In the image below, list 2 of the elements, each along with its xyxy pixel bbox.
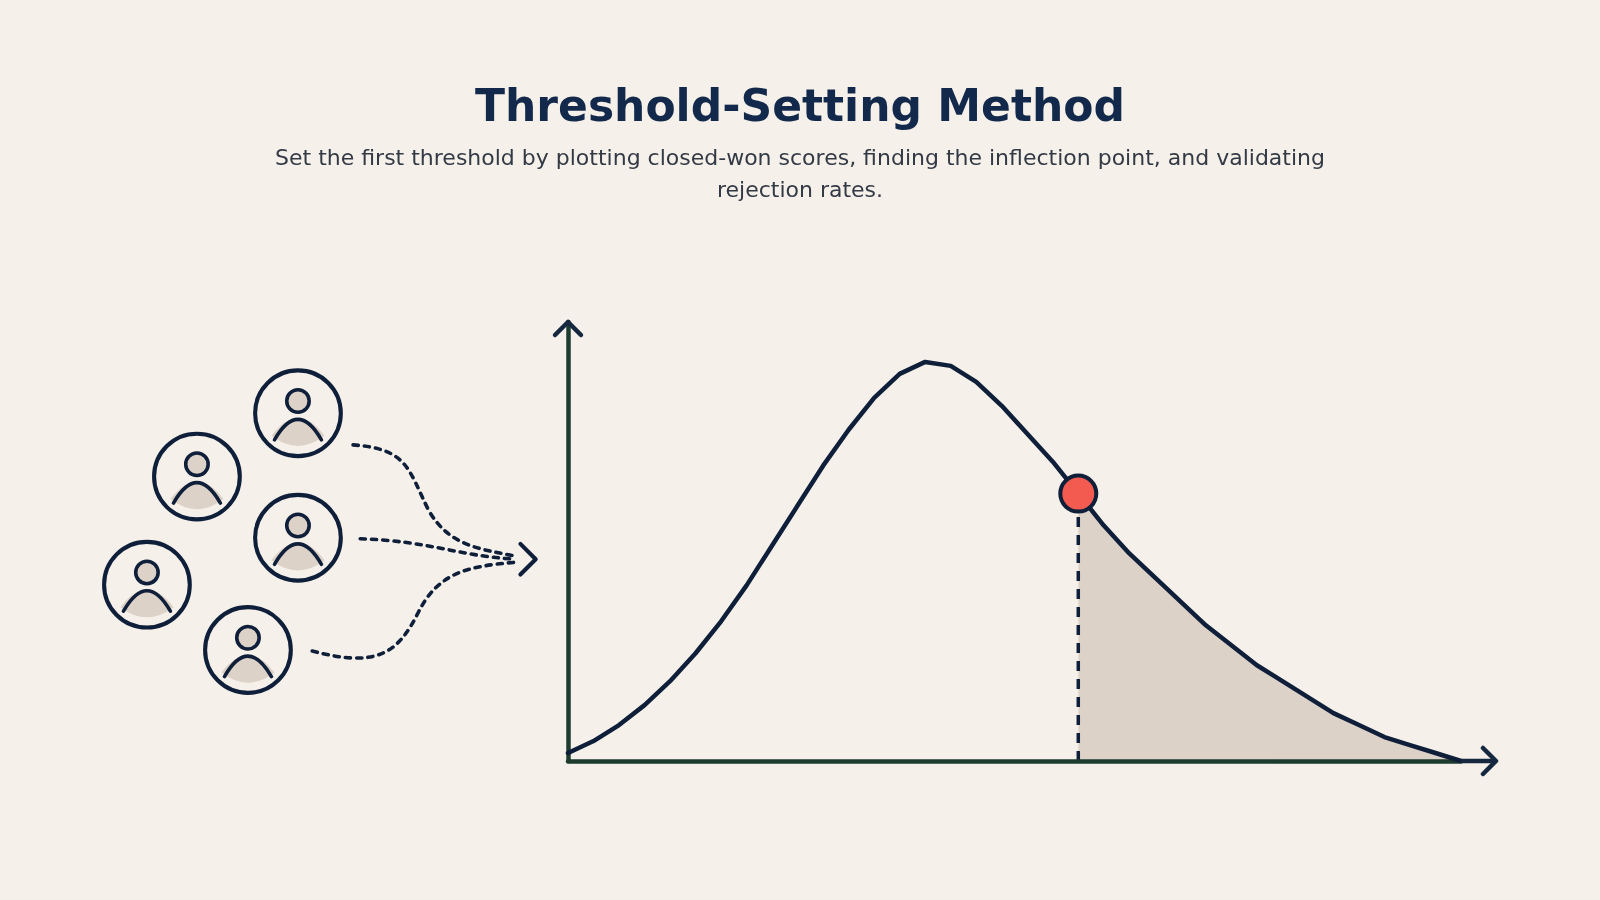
chart-title: Threshold-Setting Method bbox=[474, 80, 1126, 131]
chart-subtitle: Set the first threshold by plotting closed-won scores, finding the inflection point, and validating rejection rates. bbox=[274, 144, 1326, 204]
